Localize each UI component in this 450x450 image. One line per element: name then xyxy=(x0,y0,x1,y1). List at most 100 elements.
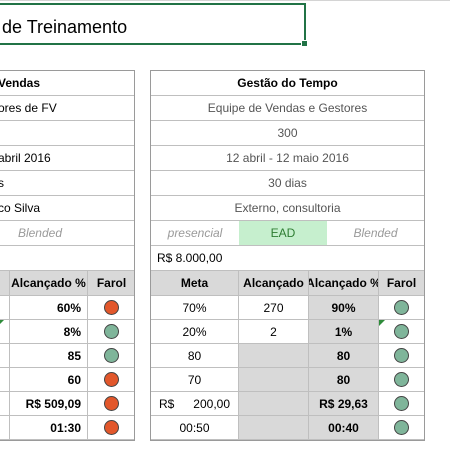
table-row: 80 80 xyxy=(151,344,424,368)
left-col-farol[interactable]: Farol xyxy=(88,271,134,295)
right-dates-row[interactable]: 12 abril - 12 maio 2016 xyxy=(151,146,424,171)
alcancado-pct-cell[interactable]: 90% xyxy=(309,296,379,319)
right-col-alcancado[interactable]: Alcançado xyxy=(239,271,309,295)
alcancado-pct-cell[interactable]: 80 xyxy=(309,368,379,391)
right-col-farol[interactable]: Farol xyxy=(379,271,424,295)
farol-green-icon xyxy=(394,396,409,411)
right-budget-row[interactable]: R$ 8.000,00 xyxy=(151,246,424,271)
meta-value: 20% xyxy=(182,324,207,339)
left-clipped-cell[interactable] xyxy=(0,320,10,343)
alcancado-cell[interactable] xyxy=(239,368,309,391)
modality-blended[interactable]: Blended xyxy=(353,226,398,240)
modality-presencial[interactable]: presencial xyxy=(167,226,223,240)
right-audience: Equipe de Vendas e Gestores xyxy=(207,101,368,115)
left-pct-cell[interactable]: 60% xyxy=(10,296,88,319)
alcancado-cell[interactable]: 270 xyxy=(239,296,309,319)
farol-green-icon xyxy=(394,372,409,387)
right-col-meta[interactable]: Meta xyxy=(151,271,239,295)
farol-green-icon xyxy=(394,324,409,339)
meta-cell[interactable]: R$ 200,00 xyxy=(151,392,239,415)
modality-ead[interactable]: EAD xyxy=(239,221,327,245)
alcancado-cell[interactable] xyxy=(239,392,309,415)
left-clipped-cell[interactable] xyxy=(0,392,10,415)
right-duration: 30 dias xyxy=(268,176,307,190)
left-farol-cell[interactable] xyxy=(88,320,134,343)
farol-cell[interactable] xyxy=(379,368,424,391)
meta-cell[interactable]: 80 xyxy=(151,344,239,367)
left-audience-row[interactable]: ores de FV xyxy=(0,96,134,121)
right-participants: 300 xyxy=(277,126,298,140)
left-duration-row[interactable]: s xyxy=(0,171,134,196)
left-modality-blended[interactable]: Blended xyxy=(17,226,62,240)
table-row: 60% xyxy=(0,296,134,320)
left-pct-cell[interactable]: 60 xyxy=(10,368,88,391)
left-budget-row[interactable] xyxy=(0,246,134,271)
meta-cell[interactable]: 70 xyxy=(151,368,239,391)
alcancado-pct-cell[interactable]: 1% xyxy=(309,320,379,343)
alcancado-cell[interactable] xyxy=(239,416,309,439)
right-col-alcancado-pct[interactable]: Alcançado % xyxy=(309,271,379,295)
sheet-title: de Treinamento xyxy=(2,17,128,37)
left-pct-cell[interactable]: 8% xyxy=(10,320,88,343)
table-row: R$ 509,09 xyxy=(0,392,134,416)
table-row: 01:30 xyxy=(0,416,134,440)
table-row: 70 80 xyxy=(151,368,424,392)
fill-handle[interactable] xyxy=(301,40,308,47)
left-farol-cell[interactable] xyxy=(88,368,134,391)
left-instructor-row[interactable]: co Silva xyxy=(0,196,134,221)
left-clipped-cell[interactable] xyxy=(0,416,10,439)
left-col-alcancado-pct[interactable]: Alcançado % xyxy=(10,271,88,295)
right-modality-row: presencial EAD Blended xyxy=(151,221,424,246)
left-clipped-cell[interactable] xyxy=(0,368,10,391)
right-results-header-row: Meta Alcançado Alcançado % Farol xyxy=(151,271,424,296)
farol-green-icon xyxy=(104,348,119,363)
alcancado-cell[interactable] xyxy=(239,344,309,367)
right-audience-row[interactable]: Equipe de Vendas e Gestores xyxy=(151,96,424,121)
farol-cell[interactable] xyxy=(379,392,424,415)
left-audience: ores de FV xyxy=(0,101,57,115)
farol-cell[interactable] xyxy=(379,416,424,439)
meta-cell[interactable]: 70% xyxy=(151,296,239,319)
left-farol-cell[interactable] xyxy=(88,416,134,439)
left-farol-cell[interactable] xyxy=(88,392,134,415)
left-instructor: co Silva xyxy=(0,201,41,215)
left-pct-cell[interactable]: 01:30 xyxy=(10,416,88,439)
farol-cell[interactable] xyxy=(379,320,424,343)
alcancado-pct-cell[interactable]: 00:40 xyxy=(309,416,379,439)
farol-green-icon xyxy=(104,324,119,339)
meta-value: 00:50 xyxy=(179,420,210,435)
right-instructor-row[interactable]: Externo, consultoria xyxy=(151,196,424,221)
farol-red-icon xyxy=(104,372,119,387)
meta-cell[interactable]: 00:50 xyxy=(151,416,239,439)
left-pct-cell[interactable]: R$ 509,09 xyxy=(10,392,88,415)
alcancado-cell[interactable]: 2 xyxy=(239,320,309,343)
left-clipped-cell[interactable] xyxy=(0,344,10,367)
farol-cell[interactable] xyxy=(379,344,424,367)
table-row: 85 xyxy=(0,344,134,368)
alcancado-pct-cell[interactable]: 80 xyxy=(309,344,379,367)
left-modality-row[interactable]: Blended xyxy=(0,221,134,246)
left-date-row[interactable]: abril 2016 xyxy=(0,146,134,171)
sheet-top-border xyxy=(0,0,450,1)
left-header: Vendas xyxy=(0,76,41,90)
table-row: 20% 2 1% xyxy=(151,320,424,344)
right-duration-row[interactable]: 30 dias xyxy=(151,171,424,196)
farol-green-icon xyxy=(394,420,409,435)
left-pct-cell[interactable]: 85 xyxy=(10,344,88,367)
left-farol-cell[interactable] xyxy=(88,344,134,367)
left-farol-cell[interactable] xyxy=(88,296,134,319)
alcancado-pct-cell[interactable]: R$ 29,63 xyxy=(309,392,379,415)
left-participants-row[interactable] xyxy=(0,121,134,146)
table-row: 8% xyxy=(0,320,134,344)
meta-cell[interactable]: 20% xyxy=(151,320,239,343)
left-col-clipped xyxy=(0,271,10,295)
right-instructor: Externo, consultoria xyxy=(234,201,341,215)
right-budget: R$ 8.000,00 xyxy=(157,251,223,265)
farol-red-icon xyxy=(104,300,119,315)
farol-green-icon xyxy=(394,300,409,315)
farol-cell[interactable] xyxy=(379,296,424,319)
left-results-header-row: Alcançado % Farol xyxy=(0,271,134,296)
left-clipped-cell[interactable] xyxy=(0,296,10,319)
right-participants-row[interactable]: 300 xyxy=(151,121,424,146)
selected-title-cell[interactable]: de Treinamento xyxy=(0,3,308,47)
